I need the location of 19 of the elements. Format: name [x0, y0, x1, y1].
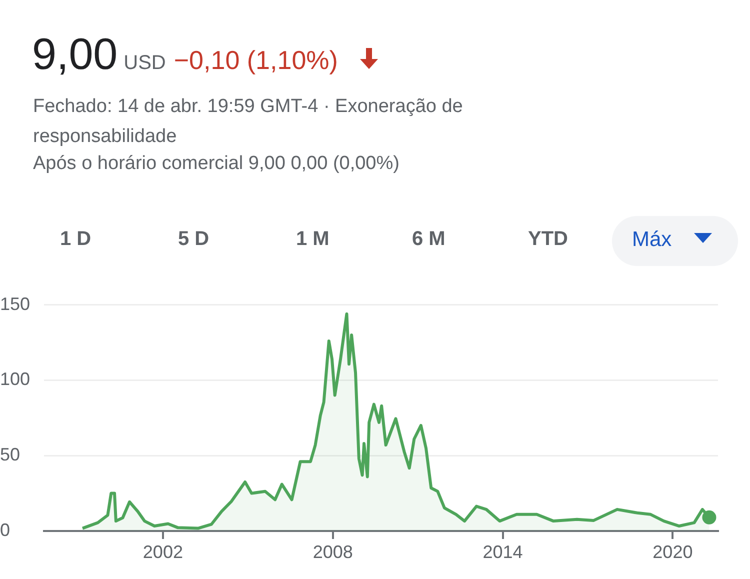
- x-tick-label: 2014: [482, 542, 523, 562]
- text: 1 M: [296, 228, 330, 251]
- text: Máx: [632, 228, 673, 252]
- text: YTD: [528, 228, 568, 251]
- x-tick-label: 2002: [142, 542, 183, 562]
- text: Após o horário comercial 9,00 0,00 (0,00%): [33, 153, 400, 175]
- text: 6 M: [412, 228, 446, 251]
- y-tick-label: 0: [0, 520, 10, 540]
- text: USD: [124, 52, 166, 74]
- x-tick-label: 2008: [312, 542, 353, 562]
- text: Fechado: 14 de abr. 19:59 GMT-4 · Exoneração de responsabilidade: [33, 95, 464, 149]
- y-tick-label: 150: [0, 294, 30, 314]
- text: −0,10 (1,10%): [174, 45, 338, 75]
- x-tick-label: 2020: [652, 542, 693, 562]
- text: 1 D: [60, 228, 92, 251]
- text: 5 D: [178, 228, 210, 251]
- y-tick-label: 50: [0, 444, 20, 465]
- y-tick-label: 100: [0, 369, 30, 390]
- chart-title: 9,00: [32, 30, 118, 79]
